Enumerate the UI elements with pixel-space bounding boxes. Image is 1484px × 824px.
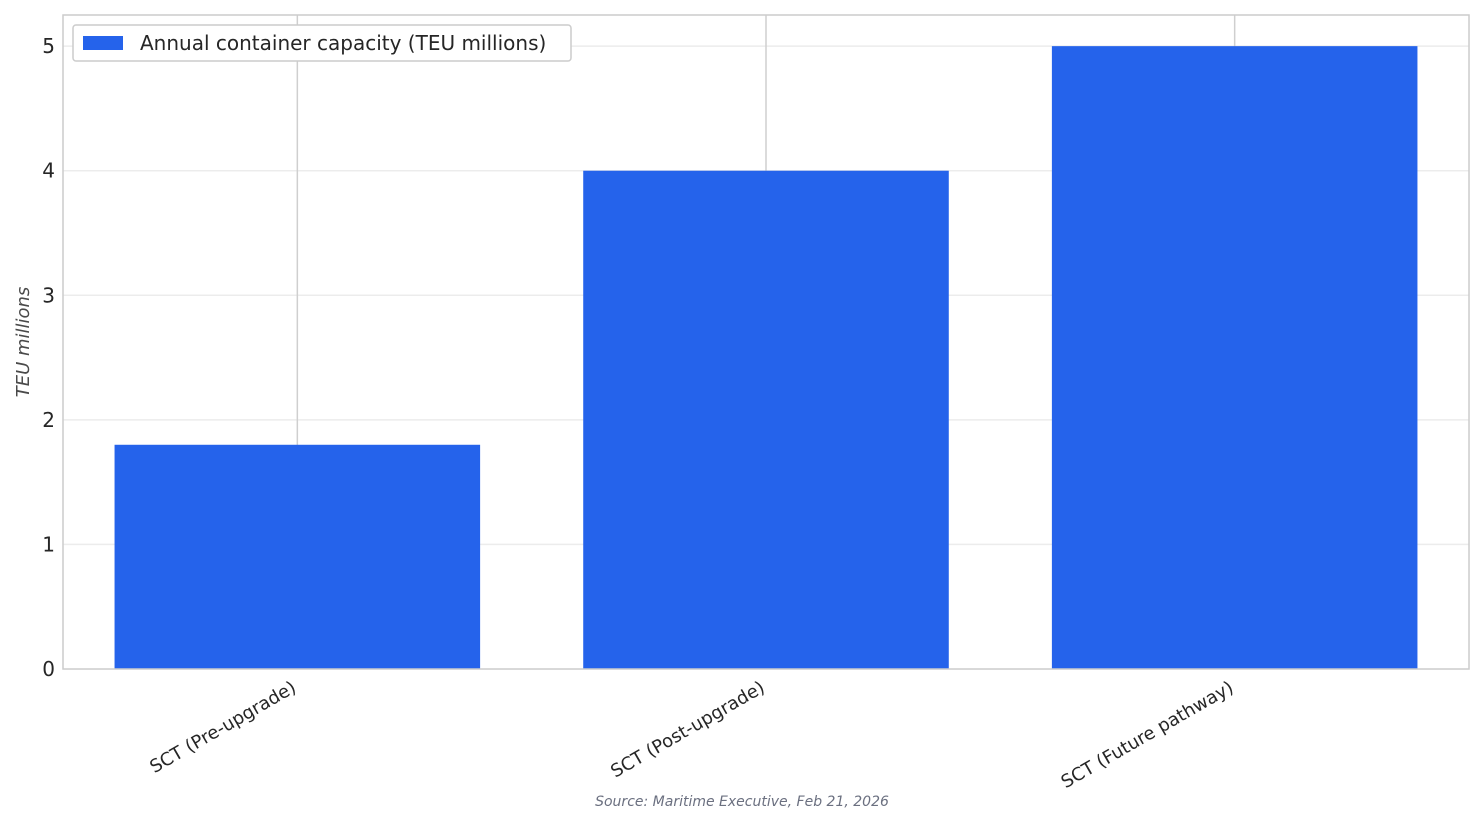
y-tick-label: 2 [42,408,55,432]
plot-frame [62,14,1470,670]
legend-label: Annual container capacity (TEU millions) [140,31,546,55]
y-tick-label: 1 [42,532,55,556]
legend: Annual container capacity (TEU millions) [72,24,572,62]
legend-swatch [83,36,123,50]
x-tick-label: SCT (Post-upgrade) [607,677,768,782]
source-note: Source: Maritime Executive, Feb 21, 2026 [595,794,889,810]
y-tick-label: 4 [42,159,55,183]
y-tick-label: 3 [42,283,55,307]
bar [583,170,949,669]
bar [114,444,481,669]
x-tick-label: SCT (Pre-upgrade) [146,677,299,778]
y-tick-labels: 0 1 2 3 4 5 [42,34,55,681]
y-axis-label: TEU millions [13,287,34,398]
legend-box [72,24,572,62]
y-tick-label: 5 [42,34,55,58]
y-tick-label: 0 [42,657,55,681]
x-tick-labels: SCT (Pre-upgrade) SCT (Post-upgrade) SCT (… [146,677,1237,793]
bar [1051,46,1418,669]
bars [114,46,1418,669]
x-tick-label: SCT (Future pathway) [1058,677,1237,793]
